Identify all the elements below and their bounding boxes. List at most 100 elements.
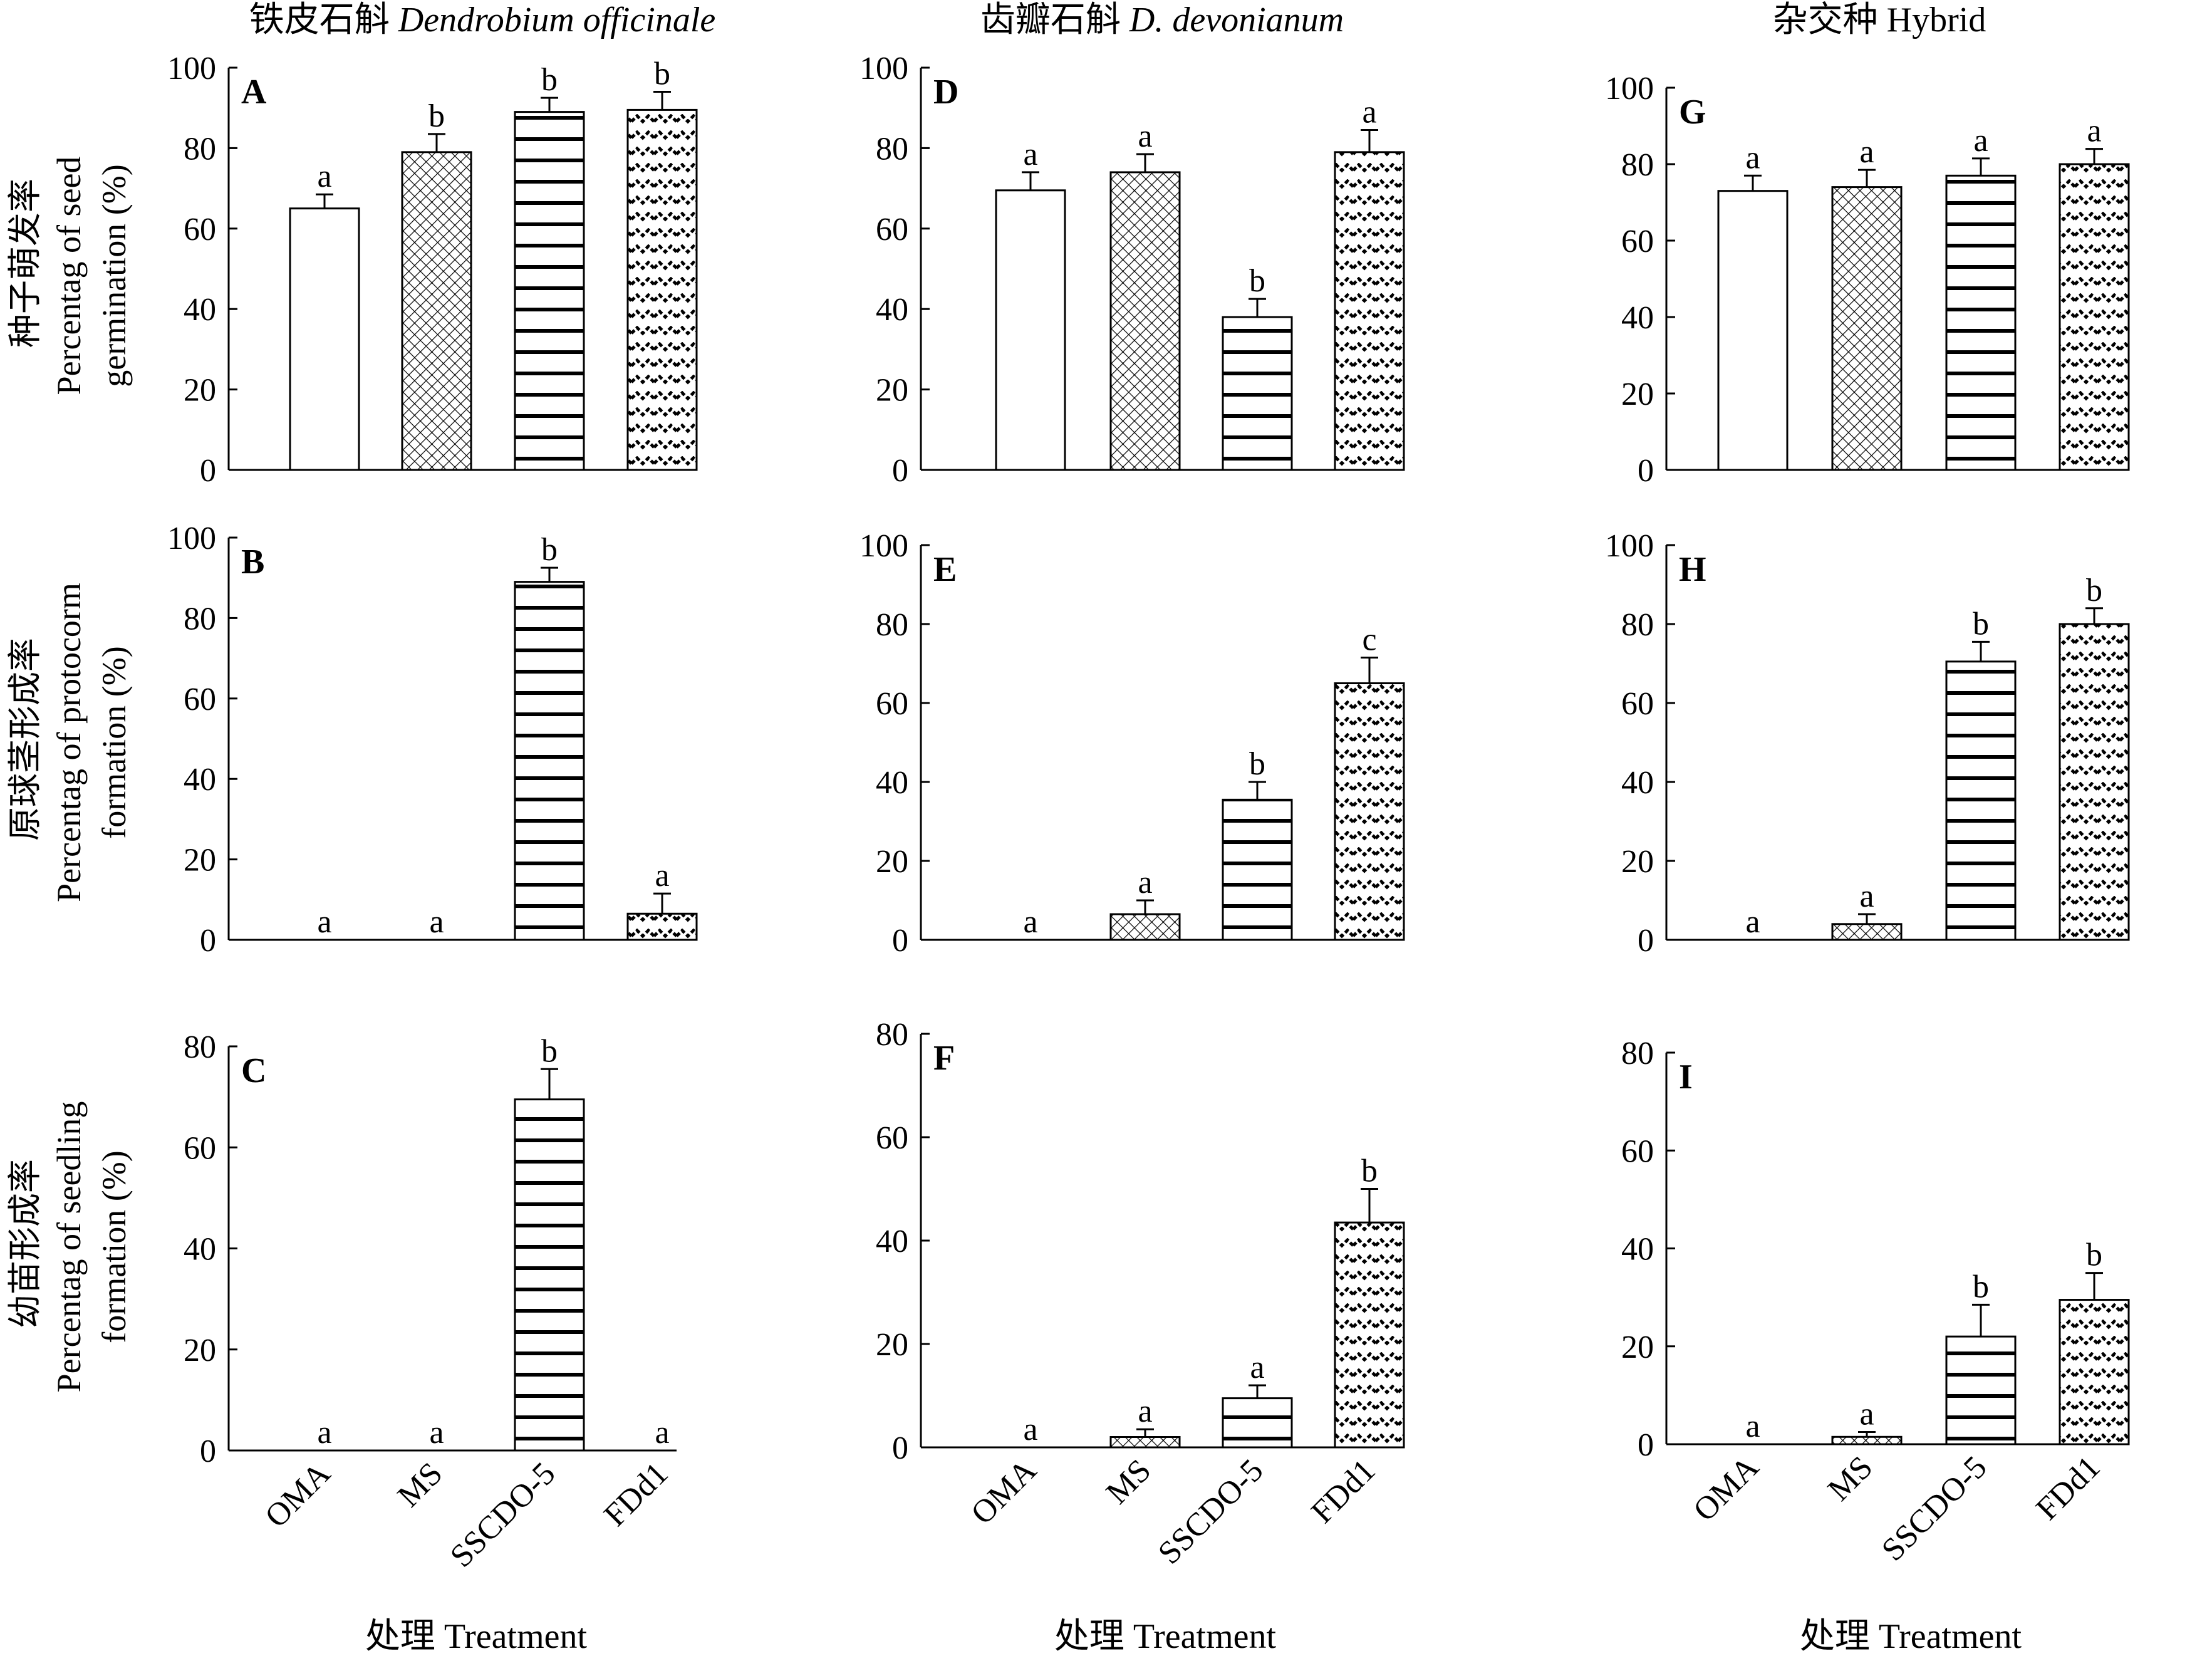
y-tick-label: 60 <box>1621 224 1654 259</box>
y-tick-label: 80 <box>1621 607 1654 643</box>
sig-letter-fdd1: a <box>655 858 669 893</box>
y-tick-label: 80 <box>184 131 216 167</box>
sig-letter-oma: a <box>1023 1412 1037 1447</box>
bar-fdd1 <box>2059 623 2130 941</box>
sig-letter-sscdo5: b <box>541 62 558 98</box>
panel-letter: I <box>1679 1058 1693 1096</box>
y-tick-label: 80 <box>876 131 908 167</box>
column-title-2-cn: 齿瓣石斛 <box>980 1 1129 39</box>
panel-g: 0 20 40 60 80 100 Ga a a a <box>1605 71 2130 489</box>
bar-oma <box>289 207 360 471</box>
sig-letter-fdd1: a <box>655 1415 669 1450</box>
y-tick-label: 0 <box>200 1434 216 1469</box>
sig-letter-ms: a <box>429 904 444 940</box>
sig-letter-sscdo5: b <box>1249 746 1265 782</box>
y-tick-label: 60 <box>1621 1133 1654 1169</box>
bar-ms <box>1109 171 1181 471</box>
column-title-3-cn: 杂交种 <box>1773 1 1887 39</box>
bar-fdd1 <box>626 108 698 471</box>
sig-letter-sscdo5: b <box>1973 606 1989 642</box>
y-tick-label: 0 <box>200 923 216 959</box>
bar-fdd1 <box>1334 1221 1405 1449</box>
sig-letter-ms: b <box>428 98 445 134</box>
panel-h: 0 20 40 60 80 100 Ha a b b <box>1605 528 2130 959</box>
y-tick-label: 100 <box>1605 528 1654 564</box>
sig-letter-oma: a <box>1745 1409 1760 1444</box>
y-tick-label: 100 <box>167 521 216 556</box>
y-tick-label: 20 <box>184 373 216 409</box>
y-tick-label: 20 <box>876 373 908 409</box>
y-tick-label: 40 <box>1621 1232 1654 1268</box>
y-tick-label: 0 <box>1638 923 1654 959</box>
panel-letter: B <box>241 543 264 581</box>
sig-letter-oma: a <box>1023 137 1037 172</box>
bar-fdd1 <box>2059 163 2130 471</box>
x-tick-label-ms: MS <box>1821 1449 1879 1508</box>
bar-sscdo5 <box>514 1098 585 1452</box>
y-tick-label: 20 <box>184 1333 216 1368</box>
panel-letter: C <box>241 1051 266 1090</box>
sig-letter-ms: a <box>429 1415 444 1450</box>
y-tick-label: 20 <box>1621 377 1654 412</box>
bar-fdd1 <box>1334 151 1405 471</box>
bar-ms <box>1109 1436 1181 1449</box>
row-title-3-en-1: Percentag of seedling <box>50 1101 88 1393</box>
row-title-1-en-2: germination (%) <box>95 164 133 387</box>
bar-sscdo5 <box>1222 798 1293 941</box>
sig-letter-sscdo5: a <box>1973 123 1988 159</box>
panel-a: 0 20 40 60 80 100 Aa b b b <box>167 51 698 489</box>
bar-sscdo5 <box>514 581 585 941</box>
row-title-1: 种子萌发率 Percentag of seed germination (%) <box>6 157 133 395</box>
sig-letter-oma: a <box>1745 140 1760 175</box>
sig-letter-fdd1: b <box>654 56 670 92</box>
sig-letter-fdd1: a <box>1362 95 1376 130</box>
row-title-2-en-1: Percentag of protocorm <box>50 583 88 902</box>
y-tick-label: 0 <box>200 453 216 489</box>
y-tick-label: 60 <box>876 686 908 722</box>
row-title-2-en-2: formation (%) <box>95 646 133 838</box>
y-tick-label: 40 <box>1621 765 1654 801</box>
y-tick-label: 80 <box>184 1029 216 1065</box>
sig-letter-oma: a <box>1745 904 1760 940</box>
y-tick-label: 40 <box>184 762 216 798</box>
y-tick-label: 20 <box>184 843 216 878</box>
y-tick-label: 0 <box>892 923 908 959</box>
bar-sscdo5 <box>1222 316 1293 471</box>
y-tick-label: 60 <box>184 682 216 717</box>
y-tick-label: 20 <box>1621 1330 1654 1365</box>
y-tick-label: 80 <box>876 1017 908 1053</box>
y-tick-label: 40 <box>1621 300 1654 336</box>
bar-fdd1 <box>626 912 698 941</box>
y-tick-label: 40 <box>876 292 908 328</box>
sig-letter-oma: a <box>1023 904 1037 940</box>
column-title-1-latin: Dendrobium officinale <box>398 1 716 39</box>
x-tick-label-oma: OMA <box>258 1456 337 1534</box>
y-tick-label: 80 <box>184 601 216 637</box>
sig-letter-fdd1: b <box>2086 573 2102 608</box>
bar-sscdo5 <box>1222 1397 1293 1449</box>
y-tick-label: 60 <box>876 212 908 247</box>
y-tick-label: 80 <box>1621 147 1654 183</box>
panel-letter: G <box>1679 93 1706 132</box>
x-tick-label-fdd1: FDd1 <box>2029 1449 2107 1527</box>
panel-b: 0 20 40 60 80 100 Ba a b a <box>167 521 698 959</box>
x-tick-label-sscdo5: SSCDO-5 <box>1151 1452 1270 1571</box>
x-tick-label-ms: MS <box>1099 1452 1158 1511</box>
sig-letter-sscdo5: b <box>541 1033 558 1069</box>
y-tick-label: 0 <box>892 453 908 489</box>
column-title-3-latin: Hybrid <box>1887 1 1986 39</box>
bar-ms <box>401 151 472 471</box>
row-title-1-en-1: Percentag of seed <box>50 157 88 395</box>
panel-letter: H <box>1679 550 1706 589</box>
column-title-1-cn: 铁皮石斛 <box>249 1 398 39</box>
bar-ms <box>1831 186 1903 471</box>
y-tick-label: 40 <box>184 1232 216 1268</box>
bar-sscdo5 <box>514 111 585 471</box>
sig-letter-ms: a <box>1138 1393 1152 1429</box>
y-tick-label: 100 <box>1605 71 1654 107</box>
y-tick-label: 40 <box>876 765 908 801</box>
sig-letter-fdd1: b <box>1361 1153 1378 1189</box>
